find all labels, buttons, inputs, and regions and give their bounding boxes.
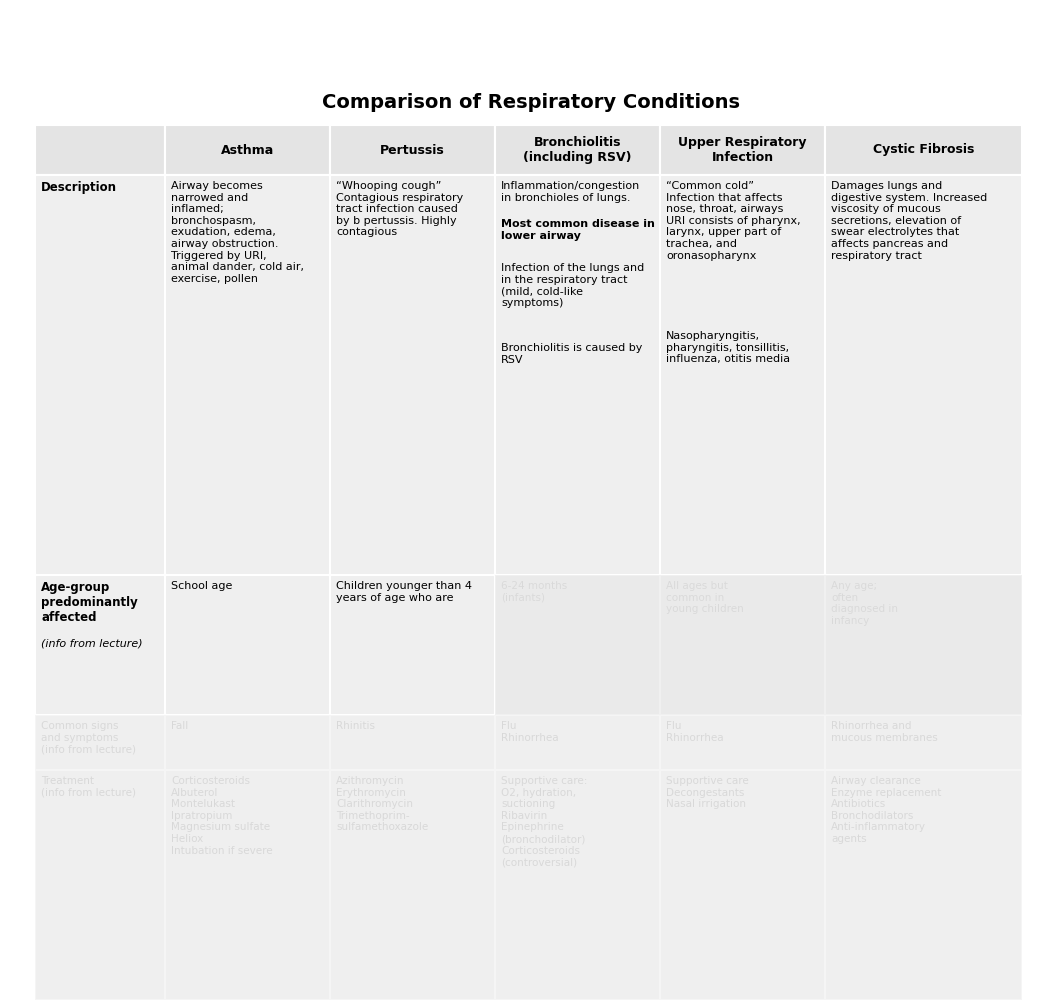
Bar [165, 715, 330, 770]
Text: Most common disease in
lower airway: Most common disease in lower airway [501, 219, 655, 240]
Bar [660, 575, 825, 715]
Bar [495, 175, 660, 575]
Text: Corticosteroids
Albuterol
Montelukast
Ipratropium
Magnesium sulfate
Heliox
Intub: Corticosteroids Albuterol Montelukast Ip… [171, 776, 273, 856]
Text: Damages lungs and
digestive system. Increased
viscosity of mucous
secretions, el: Damages lungs and digestive system. Incr… [830, 181, 988, 260]
Bar [825, 175, 1022, 575]
Text: 6-24 months
(infants): 6-24 months (infants) [501, 581, 567, 603]
Text: Any age;
often
diagnosed in
infancy: Any age; often diagnosed in infancy [830, 581, 898, 626]
Bar [495, 715, 660, 770]
Bar [660, 175, 825, 575]
Text: Supportive care:
O2, hydration,
suctioning
Ribavirin
Epinephrine
(bronchodilator: Supportive care: O2, hydration, suctioni… [501, 776, 587, 867]
Text: “Common cold”
Infection that affects
nose, throat, airways
URI consists of phary: “Common cold” Infection that affects nos… [666, 181, 801, 260]
Text: Azithromycin
Erythromycin
Clarithromycin
Trimethoprim-
sulfamethoxazole: Azithromycin Erythromycin Clarithromycin… [336, 776, 428, 833]
Text: Flu
Rhinorrhea: Flu Rhinorrhea [666, 721, 723, 743]
Bar [35, 715, 1022, 770]
Bar [330, 175, 495, 575]
Bar [825, 715, 1022, 770]
Bar [165, 770, 330, 1000]
Text: Pertussis: Pertussis [380, 143, 445, 156]
Bar [825, 770, 1022, 1000]
Bar [35, 175, 165, 575]
Bar [495, 575, 660, 715]
Bar [35, 715, 165, 770]
Text: Rhinorrhea and
mucous membranes: Rhinorrhea and mucous membranes [830, 721, 938, 743]
Text: Asthma: Asthma [221, 143, 274, 156]
Text: (info from lecture): (info from lecture) [41, 639, 142, 649]
Bar [495, 770, 660, 1000]
Text: Age-group
predominantly
affected: Age-group predominantly affected [41, 581, 138, 624]
Text: Flu
Rhinorrhea: Flu Rhinorrhea [501, 721, 559, 743]
Bar [660, 715, 825, 770]
Bar [35, 770, 1022, 1000]
Text: Infection of the lungs and
in the respiratory tract
(mild, cold-like
symptoms): Infection of the lungs and in the respir… [501, 263, 645, 307]
Text: Children younger than 4
years of age who are: Children younger than 4 years of age who… [336, 581, 472, 603]
Bar [165, 125, 330, 175]
Text: Upper Respiratory
Infection: Upper Respiratory Infection [679, 136, 807, 164]
Bar [330, 715, 495, 770]
Bar [35, 770, 165, 1000]
Text: Comparison of Respiratory Conditions: Comparison of Respiratory Conditions [322, 93, 740, 112]
Text: School age: School age [171, 581, 233, 591]
Bar [825, 125, 1022, 175]
Text: “Whooping cough”
Contagious respiratory
tract infection caused
by b pertussis. H: “Whooping cough” Contagious respiratory … [336, 181, 463, 237]
Bar [165, 175, 330, 575]
Text: Description: Description [41, 181, 117, 194]
Bar [35, 575, 165, 715]
Bar [165, 575, 330, 715]
Text: Treatment
(info from lecture): Treatment (info from lecture) [41, 776, 136, 798]
Text: Bronchiolitis
(including RSV): Bronchiolitis (including RSV) [524, 136, 632, 164]
Bar [330, 575, 495, 715]
Bar [660, 125, 825, 175]
Bar [660, 770, 825, 1000]
Text: Common signs
and symptoms
(info from lecture): Common signs and symptoms (info from lec… [41, 721, 136, 754]
Text: Fall: Fall [171, 721, 188, 731]
Bar [495, 575, 660, 715]
Text: All ages but
common in
young children: All ages but common in young children [666, 581, 743, 615]
Bar [825, 575, 1022, 715]
Text: Airway clearance
Enzyme replacement
Antibiotics
Bronchodilators
Anti-inflammator: Airway clearance Enzyme replacement Anti… [830, 776, 941, 844]
Text: Supportive care
Decongestants
Nasal irrigation: Supportive care Decongestants Nasal irri… [666, 776, 749, 809]
Text: Cystic Fibrosis: Cystic Fibrosis [873, 143, 974, 156]
Bar [330, 125, 495, 175]
Bar [825, 575, 1022, 715]
Text: Inflammation/congestion
in bronchioles of lungs.: Inflammation/congestion in bronchioles o… [501, 181, 640, 202]
Bar [495, 125, 660, 175]
Bar [660, 575, 825, 715]
Bar [330, 770, 495, 1000]
Text: Rhinitis: Rhinitis [336, 721, 375, 731]
Text: Nasopharyngitis,
pharyngitis, tonsillitis,
influenza, otitis media: Nasopharyngitis, pharyngitis, tonsilliti… [666, 331, 790, 364]
Text: Airway becomes
narrowed and
inflamed;
bronchospasm,
exudation, edema,
airway obs: Airway becomes narrowed and inflamed; br… [171, 181, 304, 284]
Text: Bronchiolitis is caused by
RSV: Bronchiolitis is caused by RSV [501, 343, 643, 364]
Bar [35, 125, 165, 175]
